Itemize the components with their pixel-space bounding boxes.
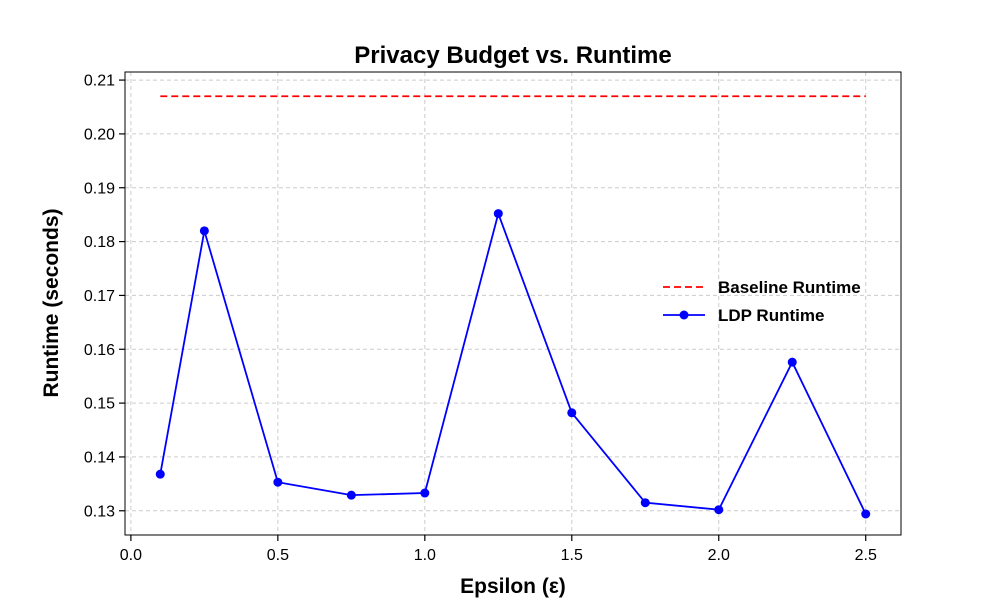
- series-layer: [155, 95, 871, 519]
- x-tick-label: 1.0: [414, 547, 436, 564]
- y-tick-label: 0.21: [84, 73, 115, 90]
- y-axis-label: Runtime (seconds): [40, 208, 63, 397]
- y-tick-label: 0.19: [84, 180, 115, 197]
- ldp-runtime-point: [493, 209, 503, 219]
- y-tick-label: 0.17: [84, 288, 115, 305]
- x-axis-label: Epsilon (ε): [460, 575, 566, 598]
- y-tick-label: 0.20: [84, 126, 115, 143]
- legend-baseline-label: Baseline Runtime: [718, 278, 861, 297]
- y-tick-label: 0.16: [84, 342, 115, 359]
- x-tick-label: 2.0: [708, 547, 730, 564]
- ldp-runtime-point: [155, 469, 165, 479]
- ldp-runtime-point: [567, 408, 577, 418]
- y-tick-label: 0.13: [84, 503, 115, 520]
- ldp-runtime-point: [640, 498, 650, 508]
- y-tick-label: 0.14: [84, 449, 115, 466]
- ldp-runtime-point: [346, 490, 356, 500]
- y-tick-label: 0.18: [84, 234, 115, 251]
- ldp-runtime-point: [273, 477, 283, 487]
- ldp-runtime-point: [199, 226, 209, 236]
- legend-ldp-label: LDP Runtime: [718, 306, 824, 325]
- x-tick-label: 0.5: [267, 547, 289, 564]
- ldp-runtime-point: [861, 509, 871, 519]
- x-tick-label: 0.0: [120, 547, 142, 564]
- grid: [125, 72, 901, 535]
- ldp-runtime-point: [420, 488, 430, 498]
- ldp-runtime-point: [714, 505, 724, 515]
- x-tick-label: 1.5: [561, 547, 583, 564]
- y-tick-label: 0.15: [84, 396, 115, 413]
- ticks: 0.0 0.5 1.0 1.5 2.0 2.5 0.13 0.14 0.15 0.16 0.17 0.…: [84, 73, 877, 564]
- legend: Baseline Runtime LDP Runtime: [663, 278, 861, 325]
- ldp-runtime-point: [787, 357, 797, 367]
- plot-frame: [124, 71, 902, 536]
- chart-title: Privacy Budget vs. Runtime: [354, 42, 671, 69]
- x-tick-label: 2.5: [855, 547, 877, 564]
- legend-ldp-marker: [679, 310, 689, 320]
